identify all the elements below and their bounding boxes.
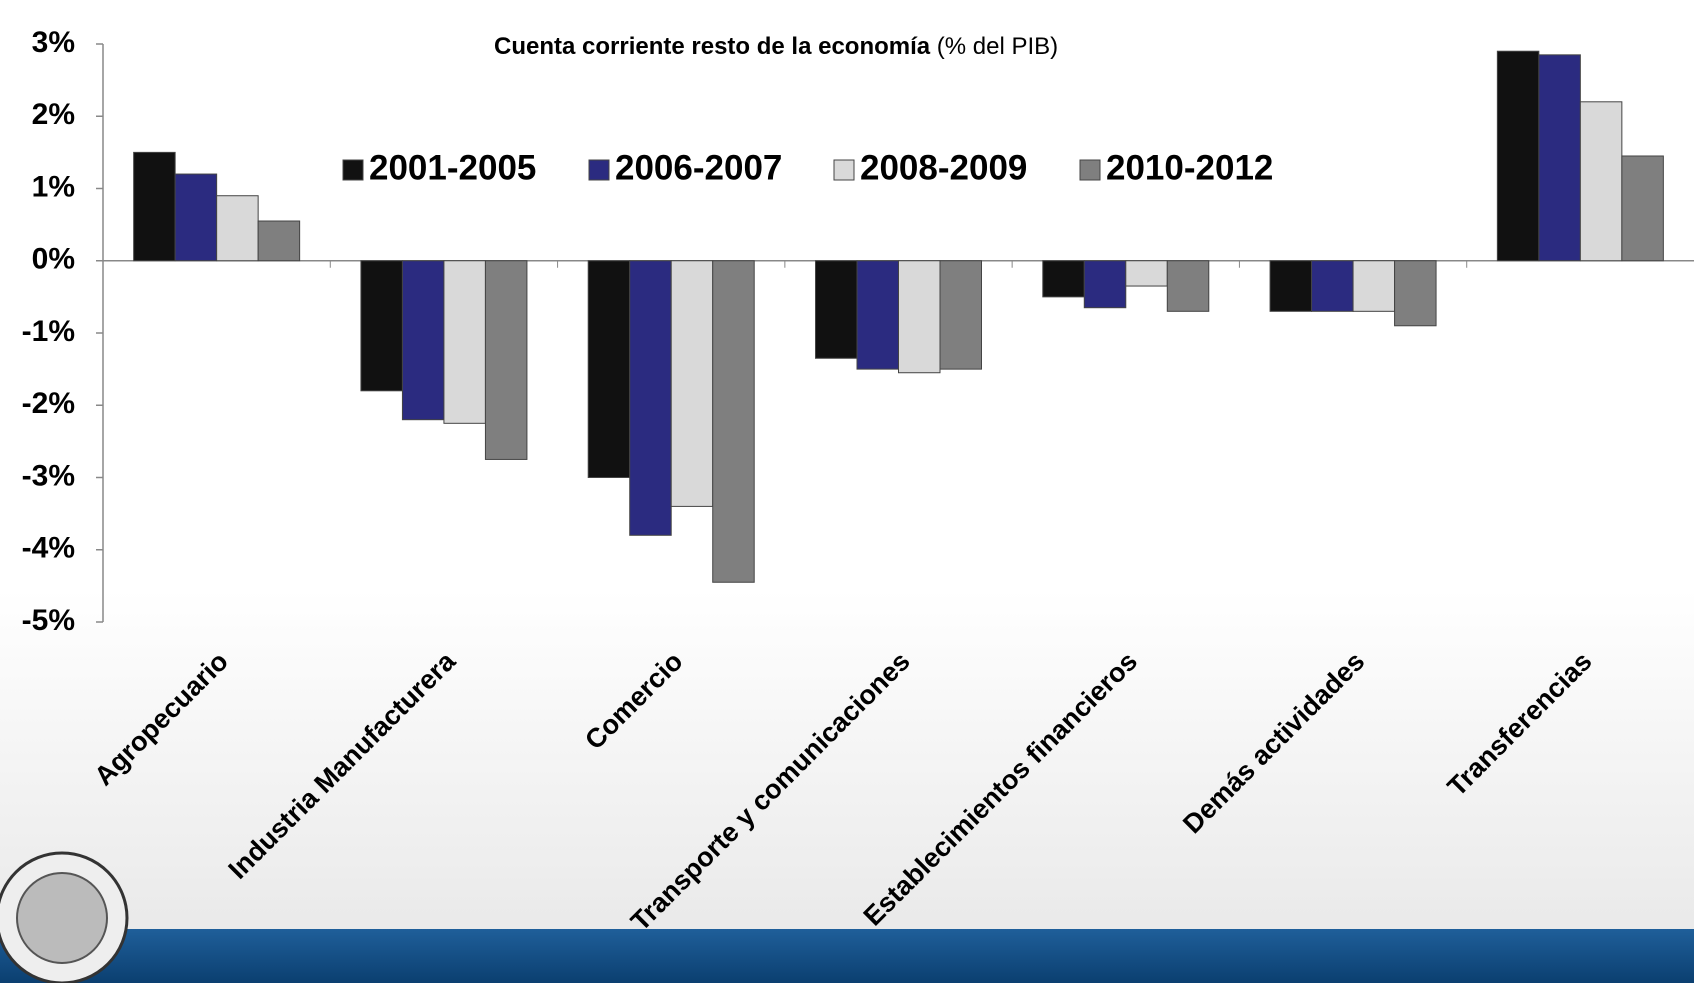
bar [1083, 260, 1127, 309]
bar [815, 260, 858, 359]
bar [1166, 260, 1210, 312]
y-tick-label: -5% [22, 604, 75, 637]
bar [1125, 260, 1168, 287]
legend-label: 2006-2007 [615, 148, 782, 187]
bar [1496, 50, 1540, 262]
y-tick-label: 2% [32, 98, 75, 131]
bar [1352, 260, 1396, 312]
bar [1538, 54, 1581, 262]
title-unit: (% del PIB) [937, 33, 1058, 60]
title-box [458, 18, 1142, 104]
y-tick-label: -2% [22, 387, 75, 420]
y-tick-label: -4% [22, 532, 75, 565]
footer-band [0, 929, 1694, 983]
bar [587, 260, 631, 478]
bar [1269, 260, 1313, 312]
bar [712, 260, 755, 583]
chart-title: Cuenta corriente resto de la economía (%… [494, 33, 1058, 60]
legend-swatch [1079, 159, 1101, 181]
bar [216, 195, 259, 262]
bar [257, 220, 301, 262]
bar [939, 260, 982, 370]
bar [1579, 101, 1623, 262]
bar [1311, 260, 1354, 312]
y-tick-label: 3% [32, 26, 75, 59]
bar [443, 260, 486, 424]
bar [360, 260, 403, 392]
bar [898, 260, 941, 374]
legend-label: 2008-2009 [860, 148, 1027, 187]
bar [629, 260, 672, 536]
bar [856, 260, 899, 370]
bar [1394, 260, 1437, 327]
bar [670, 260, 714, 507]
y-tick-label: -3% [22, 459, 75, 492]
bar [401, 260, 445, 421]
bar [133, 151, 176, 262]
bar [484, 260, 528, 460]
legend-swatch [833, 159, 855, 181]
bar [174, 173, 218, 262]
legend-label: 2010-2012 [1106, 148, 1273, 187]
y-tick-label: 1% [32, 170, 75, 203]
bar [1621, 155, 1664, 262]
title-main: Cuenta corriente resto de la economía [494, 33, 931, 60]
bar [1042, 260, 1085, 298]
legend-swatch [588, 159, 610, 181]
y-tick-label: -1% [22, 315, 75, 348]
legend-swatch [342, 159, 364, 181]
logo-inner [16, 872, 108, 964]
y-tick-label: 0% [32, 243, 75, 276]
legend-label: 2001-2005 [369, 148, 536, 187]
